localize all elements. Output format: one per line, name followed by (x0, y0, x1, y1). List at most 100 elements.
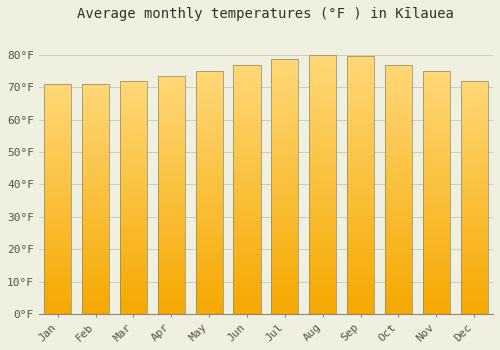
Bar (44, 124, 72, 127)
Bar (158, 207, 185, 210)
Bar (196, 77, 223, 80)
Bar (234, 261, 260, 264)
Bar (158, 254, 185, 258)
Bar (422, 253, 450, 256)
Bar (44, 205, 72, 208)
Bar (196, 262, 223, 265)
Bar (460, 148, 488, 151)
Bar (309, 55, 336, 314)
Bar (82, 167, 109, 170)
Bar (44, 308, 72, 311)
Bar (234, 77, 260, 80)
Bar (347, 295, 374, 298)
Bar (309, 220, 336, 223)
Bar (309, 210, 336, 214)
Bar (460, 81, 488, 314)
Bar (82, 276, 109, 280)
Bar (234, 273, 260, 276)
Bar (460, 171, 488, 174)
Bar (120, 160, 147, 162)
Bar (385, 102, 412, 105)
Bar (422, 193, 450, 196)
Bar (309, 243, 336, 246)
Bar (44, 164, 72, 167)
Bar (120, 288, 147, 291)
Bar (196, 305, 223, 308)
Bar (385, 186, 412, 189)
Bar (347, 266, 374, 269)
Bar (82, 182, 109, 184)
Bar (422, 214, 450, 217)
Bar (82, 98, 109, 101)
Bar (158, 248, 185, 252)
Bar (196, 159, 223, 162)
Bar (196, 74, 223, 77)
Bar (82, 311, 109, 314)
Bar (460, 160, 488, 162)
Bar (309, 304, 336, 308)
Bar (196, 144, 223, 147)
Bar (385, 196, 412, 199)
Bar (460, 165, 488, 168)
Bar (422, 102, 450, 105)
Bar (120, 221, 147, 224)
Bar (120, 230, 147, 232)
Bar (422, 114, 450, 117)
Bar (82, 265, 109, 268)
Bar (460, 131, 488, 133)
Bar (196, 71, 223, 74)
Bar (385, 286, 412, 289)
Bar (158, 112, 185, 115)
Bar (82, 210, 109, 213)
Bar (120, 241, 147, 244)
Bar (82, 248, 109, 251)
Bar (309, 194, 336, 198)
Bar (347, 114, 374, 117)
Bar (120, 267, 147, 270)
Bar (196, 268, 223, 272)
Bar (234, 114, 260, 118)
Bar (234, 118, 260, 121)
Bar (82, 170, 109, 173)
Bar (271, 209, 298, 212)
Bar (82, 285, 109, 288)
Bar (460, 250, 488, 253)
Bar (347, 250, 374, 253)
Bar (196, 168, 223, 172)
Bar (196, 107, 223, 111)
Bar (44, 305, 72, 308)
Bar (234, 96, 260, 99)
Bar (158, 115, 185, 118)
Bar (82, 179, 109, 182)
Bar (422, 177, 450, 181)
Bar (234, 83, 260, 86)
Bar (234, 142, 260, 146)
Bar (422, 105, 450, 107)
Bar (234, 308, 260, 311)
Bar (271, 257, 298, 260)
Bar (460, 279, 488, 282)
Bar (44, 161, 72, 164)
Bar (120, 209, 147, 212)
Bar (347, 133, 374, 136)
Bar (422, 211, 450, 214)
Bar (460, 101, 488, 104)
Bar (309, 262, 336, 266)
Bar (196, 214, 223, 217)
Bar (309, 285, 336, 288)
Bar (422, 265, 450, 268)
Bar (309, 168, 336, 172)
Bar (196, 290, 223, 293)
Bar (385, 193, 412, 196)
Bar (82, 294, 109, 297)
Bar (422, 71, 450, 314)
Bar (234, 68, 260, 71)
Bar (347, 259, 374, 262)
Bar (82, 153, 109, 156)
Bar (120, 180, 147, 183)
Bar (234, 111, 260, 114)
Bar (347, 65, 374, 69)
Bar (82, 308, 109, 311)
Bar (44, 216, 72, 219)
Bar (460, 273, 488, 276)
